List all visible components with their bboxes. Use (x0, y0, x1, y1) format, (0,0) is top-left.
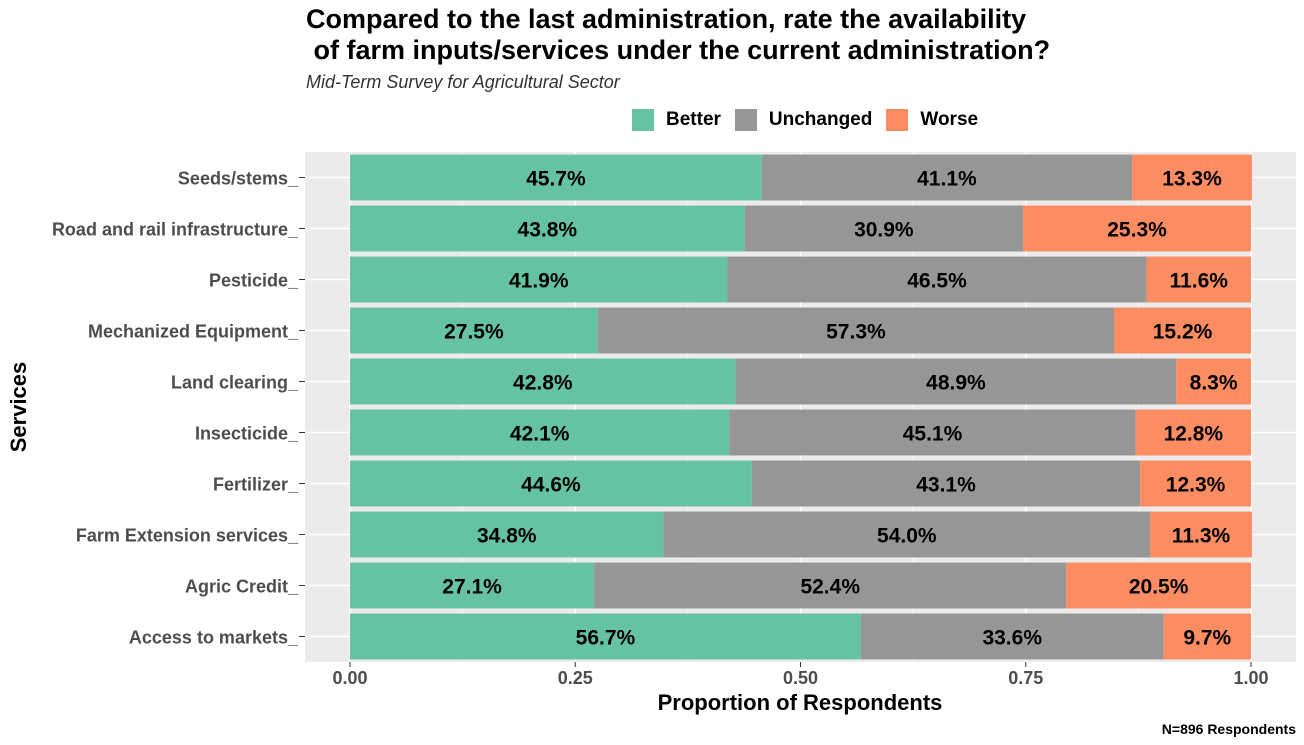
bar-label: 43.8% (518, 219, 578, 242)
y-tick-label: Access to markets_ (129, 628, 299, 648)
bar-label: 30.9% (854, 219, 914, 242)
bar-label: 42.8% (513, 372, 573, 395)
bar-worse (1114, 307, 1251, 354)
bar-worse (1150, 511, 1252, 558)
bar-label: 27.1% (442, 576, 502, 599)
y-tick-label: Fertilizer_ (213, 475, 299, 495)
bar-label: 12.8% (1164, 423, 1224, 446)
bar-worse (1176, 358, 1251, 405)
respondent-count-note: N=896 Respondents (1161, 721, 1296, 737)
y-tick-label: Pesticide_ (209, 271, 299, 291)
bar-label: 46.5% (907, 270, 967, 293)
y-tick-label: Farm Extension services_ (76, 526, 299, 546)
y-tick-label: Land clearing_ (171, 373, 299, 393)
bar-worse (1135, 409, 1251, 456)
legend: Better Unchanged Worse (632, 107, 992, 133)
y-axis-title: Services (6, 362, 31, 453)
bar-unchanged (860, 613, 1164, 660)
bar-better (350, 256, 728, 303)
bars (350, 154, 1252, 660)
bar-label: 57.3% (826, 321, 886, 344)
bar-label: 25.3% (1107, 219, 1167, 242)
bar-label: 20.5% (1129, 576, 1189, 599)
bar-worse (1140, 460, 1251, 507)
legend-label-better: Better (666, 109, 721, 130)
bar-better (350, 562, 595, 609)
bar-label: 12.3% (1166, 474, 1226, 497)
legend-label-worse: Worse (920, 109, 979, 130)
bar-worse (1023, 205, 1251, 252)
bar-unchanged (727, 256, 1147, 303)
bar-label: 52.4% (800, 576, 860, 599)
bar-worse (1066, 562, 1251, 609)
bar-better (350, 358, 736, 405)
bar-unchanged (751, 460, 1141, 507)
bar-better (350, 409, 730, 456)
chart-subtitle: Mid-Term Survey for Agricultural Sector (306, 72, 620, 92)
bar-worse (1146, 256, 1251, 303)
bar-label: 41.9% (509, 270, 569, 293)
y-tick-label: Road and rail infrastructure_ (52, 220, 299, 240)
y-axis: Seeds/stems_ Road and rail infrastructure… (52, 169, 305, 648)
bar-label: 48.9% (926, 372, 986, 395)
x-axis-title: Proportion of Respondents (658, 690, 943, 715)
legend-swatch-better (632, 109, 654, 131)
bar-unchanged (729, 409, 1136, 456)
y-tick-label: Seeds/stems_ (178, 169, 299, 189)
bar-unchanged (594, 562, 1067, 609)
bar-better (350, 205, 745, 252)
bar-unchanged (761, 154, 1133, 201)
legend-item-better: Better (632, 109, 721, 131)
bar-label: 11.3% (1172, 525, 1231, 548)
bar-unchanged (744, 205, 1024, 252)
x-tick-label: 0.50 (783, 668, 818, 688)
bar-unchanged (663, 511, 1151, 558)
x-axis: 0.00 0.25 0.50 0.75 1.00 (332, 662, 1269, 688)
bar-label: 15.2% (1153, 321, 1213, 344)
bar-label: 34.8% (477, 525, 537, 548)
bar-worse (1163, 613, 1251, 660)
x-tick-label: 1.00 (1233, 668, 1268, 688)
bar-label: 11.6% (1170, 270, 1229, 293)
bar-label: 8.3% (1190, 372, 1238, 395)
legend-swatch-unchanged (734, 109, 757, 131)
bar-worse (1132, 154, 1252, 201)
y-tick-label: Agric Credit_ (185, 577, 299, 597)
bar-better (350, 154, 762, 201)
bar-unchanged (597, 307, 1115, 354)
bar-label: 41.1% (917, 168, 977, 191)
legend-swatch-worse (886, 109, 909, 131)
x-tick-label: 0.25 (558, 668, 593, 688)
chart-title: Compared to the last administration, rat… (306, 4, 1051, 65)
y-tick-label: Mechanized Equipment_ (88, 322, 299, 342)
bar-better (350, 460, 752, 507)
bar-better (350, 511, 664, 558)
x-tick-label: 0.75 (1008, 668, 1043, 688)
bar-label: 44.6% (521, 474, 581, 497)
bar-better (350, 613, 861, 660)
bar-label: 33.6% (982, 627, 1042, 650)
bar-better (350, 307, 598, 354)
x-tick-label: 0.00 (332, 668, 367, 688)
bar-label: 42.1% (510, 423, 570, 446)
bar-label: 43.1% (916, 474, 976, 497)
bar-label: 56.7% (576, 627, 636, 650)
y-tick-label: Insecticide_ (195, 424, 299, 444)
bar-label: 27.5% (444, 321, 504, 344)
bar-labels: 45.7% 41.1% 13.3% 43.8% 30.9% 25.3% 41.9% 46.5%… (442, 168, 1238, 650)
bar-label: 45.7% (526, 168, 586, 191)
legend-item-worse: Worse (886, 109, 978, 131)
legend-label-unchanged: Unchanged (768, 109, 873, 130)
bar-label: 54.0% (877, 525, 937, 548)
bar-label: 13.3% (1162, 168, 1222, 191)
bar-unchanged (735, 358, 1177, 405)
legend-item-unchanged: Unchanged (734, 109, 873, 131)
bar-label: 45.1% (903, 423, 963, 446)
bar-label: 9.7% (1183, 627, 1231, 650)
